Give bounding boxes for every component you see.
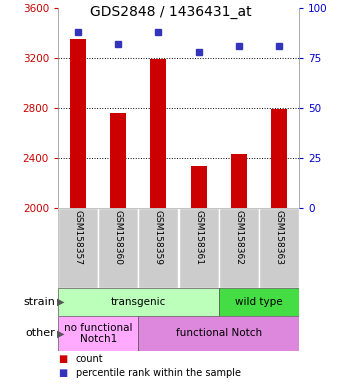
Text: ■: ■ xyxy=(58,368,67,378)
Text: percentile rank within the sample: percentile rank within the sample xyxy=(76,368,241,378)
Bar xyxy=(138,316,299,351)
Text: no functional
Notch1: no functional Notch1 xyxy=(64,323,132,344)
Text: GDS2848 / 1436431_at: GDS2848 / 1436431_at xyxy=(90,5,251,19)
Bar xyxy=(110,113,126,208)
Bar xyxy=(271,109,287,208)
Text: GSM158361: GSM158361 xyxy=(194,210,203,265)
Bar xyxy=(178,208,219,288)
Bar xyxy=(58,208,98,288)
Text: other: other xyxy=(25,328,55,339)
Bar xyxy=(58,316,138,351)
Text: GSM158357: GSM158357 xyxy=(74,210,83,265)
Bar xyxy=(219,208,259,288)
Bar xyxy=(259,208,299,288)
Text: ■: ■ xyxy=(58,354,67,364)
Bar xyxy=(98,208,138,288)
Bar xyxy=(219,288,299,316)
Text: GSM158362: GSM158362 xyxy=(234,210,243,265)
Text: GSM158363: GSM158363 xyxy=(275,210,283,265)
Text: GSM158360: GSM158360 xyxy=(114,210,123,265)
Text: ▶: ▶ xyxy=(57,297,64,307)
Text: strain: strain xyxy=(23,297,55,307)
Bar xyxy=(231,154,247,208)
Bar xyxy=(58,288,219,316)
Bar xyxy=(70,39,86,208)
Bar xyxy=(138,208,178,288)
Text: GSM158359: GSM158359 xyxy=(154,210,163,265)
Text: wild type: wild type xyxy=(235,297,283,307)
Text: ▶: ▶ xyxy=(57,328,64,339)
Text: functional Notch: functional Notch xyxy=(176,328,262,339)
Text: transgenic: transgenic xyxy=(110,297,166,307)
Text: count: count xyxy=(76,354,104,364)
Bar xyxy=(150,59,166,208)
Bar xyxy=(191,166,207,208)
